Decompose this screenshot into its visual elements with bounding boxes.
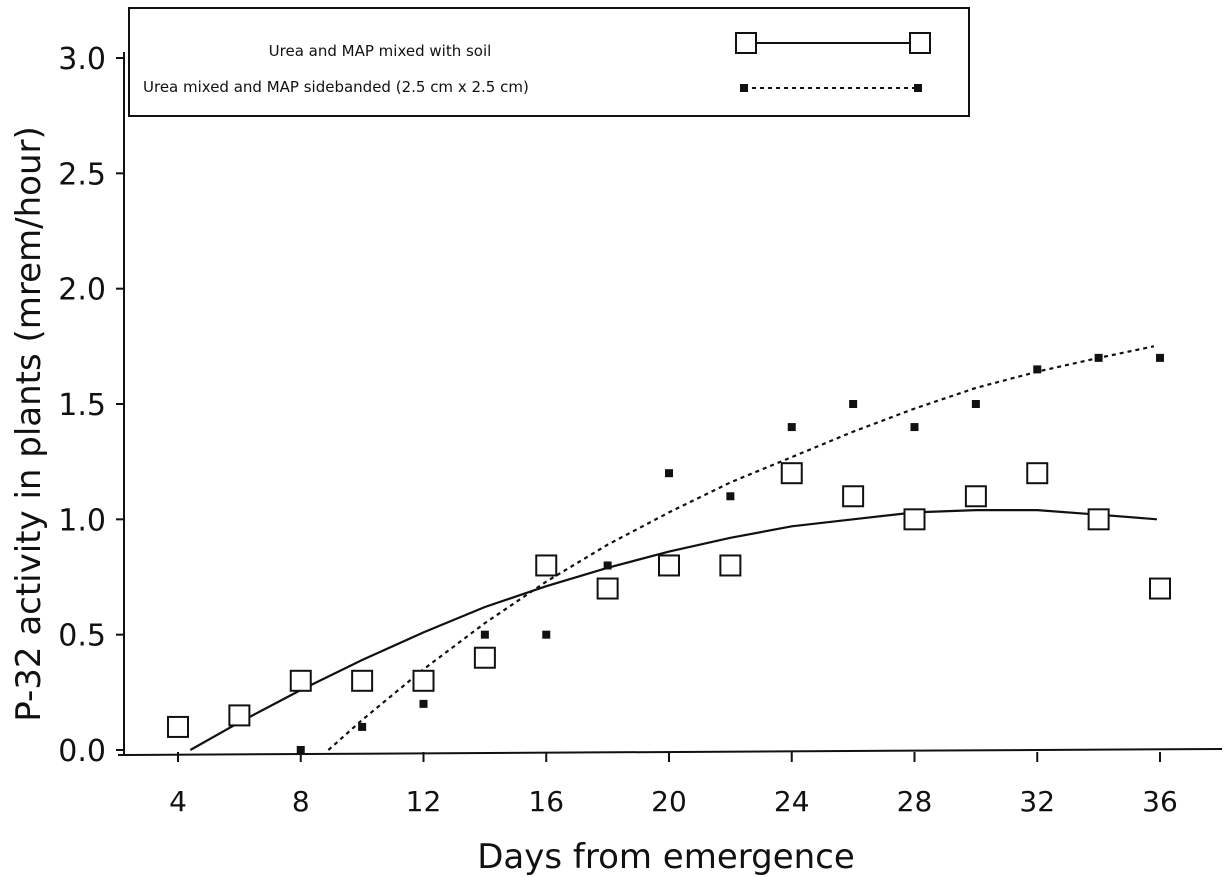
point-series-1 [903, 508, 926, 531]
data-points [167, 353, 1171, 754]
point-series-2 [296, 746, 305, 754]
point-series-2 [910, 423, 919, 432]
legend-label-series-1: Urea and MAP mixed with soil [269, 42, 492, 60]
axes [117, 52, 1223, 756]
legend-marker-series-2 [914, 84, 922, 92]
x-tick-label: 16 [528, 785, 564, 818]
x-tick-label: 32 [1019, 785, 1055, 818]
point-series-2 [1156, 353, 1164, 362]
point-series-1 [289, 669, 312, 692]
point-series-1 [964, 485, 987, 508]
point-series-1 [780, 462, 803, 485]
point-series-2 [1033, 365, 1042, 374]
point-series-1 [719, 554, 742, 577]
point-series-1 [228, 704, 251, 727]
legend-label-series-2: Urea mixed and MAP sidebanded (2.5 cm x … [143, 78, 529, 96]
x-tick-label: 4 [169, 785, 187, 818]
point-series-2 [787, 423, 796, 432]
point-series-1 [473, 646, 496, 669]
legend: Urea and MAP mixed with soil Urea mixed … [128, 7, 970, 117]
point-series-1 [658, 554, 680, 577]
point-series-1 [596, 577, 619, 600]
x-tick-label: 20 [651, 785, 687, 818]
point-series-2 [542, 630, 551, 639]
y-tick-label: 1.5 [58, 388, 106, 423]
legend-marker-series-1 [909, 32, 931, 54]
x-tick-label: 28 [897, 785, 933, 818]
x-tick-label: 24 [774, 785, 810, 818]
point-series-1 [1087, 508, 1110, 531]
point-series-2 [603, 561, 612, 570]
y-tick-label: 3.0 [58, 42, 106, 77]
legend-marker-series-1 [735, 32, 757, 54]
point-series-1 [1149, 577, 1171, 600]
ticks: 0.0 0.5 1.0 1.5 2.0 2.5 3.0 4 8 12 16 20 24 28 32 36 [58, 42, 1178, 818]
x-tick-label: 36 [1142, 785, 1178, 818]
x-axis-label: Days from emergence [477, 837, 855, 877]
point-series-1 [351, 669, 374, 692]
point-series-1 [1026, 462, 1049, 485]
point-series-2 [480, 630, 489, 639]
point-series-1 [842, 485, 865, 508]
y-tick-label: 0.5 [58, 619, 106, 654]
legend-marker-series-2 [740, 84, 748, 92]
y-tick-label: 1.0 [58, 503, 106, 538]
y-axis-label: P-32 activity in plants (mrem/hour) [9, 126, 49, 722]
y-tick-label: 2.5 [58, 157, 106, 192]
fit-line-series-2 [327, 345, 1155, 751]
point-series-2 [849, 400, 858, 408]
point-series-1 [412, 669, 435, 692]
point-series-2 [971, 400, 980, 408]
legend-box [128, 7, 970, 117]
point-series-2 [665, 469, 673, 478]
fit-lines [189, 345, 1157, 751]
point-series-2 [1094, 353, 1103, 362]
point-series-1 [167, 715, 189, 738]
y-tick-label: 2.0 [58, 273, 106, 308]
y-tick-label: 0.0 [58, 734, 106, 769]
point-series-2 [358, 722, 367, 731]
x-tick-label: 12 [406, 785, 442, 818]
point-series-2 [419, 699, 428, 708]
x-tick-label: 8 [292, 785, 310, 818]
fit-line-series-1 [189, 509, 1157, 751]
point-series-2 [726, 492, 735, 501]
legend-samples [735, 32, 931, 92]
point-series-1 [535, 554, 558, 577]
